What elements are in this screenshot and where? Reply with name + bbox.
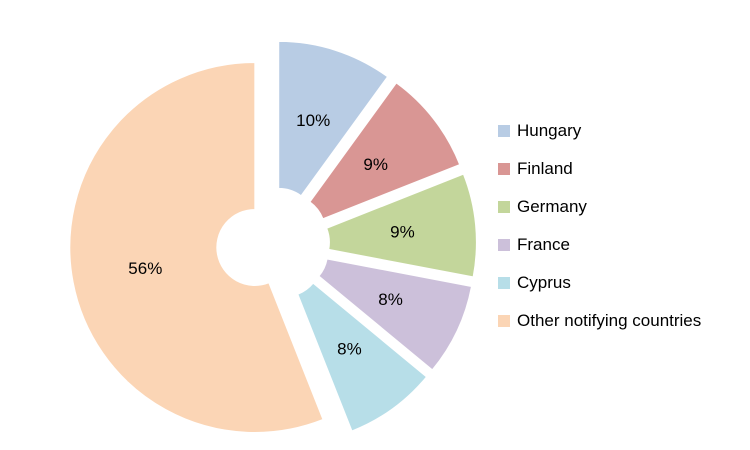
data-label-germany: 9% [390, 222, 415, 241]
legend-label-germany: Germany [517, 197, 587, 216]
pie-slice-other-notifying-countries [69, 61, 324, 433]
data-label-hungary: 10% [296, 111, 330, 130]
legend-swatch-finland [498, 163, 510, 175]
data-label-france: 8% [378, 290, 403, 309]
legend-item-germany: Germany [498, 196, 701, 218]
pie-slice-finland [309, 82, 461, 220]
legend-item-other-notifying-countries: Other notifying countries [498, 310, 701, 332]
legend-item-hungary: Hungary [498, 120, 701, 142]
pie-slice-germany [326, 173, 477, 278]
legend-swatch-germany [498, 201, 510, 213]
legend-item-finland: Finland [498, 158, 701, 180]
pie-slice-cyprus [297, 282, 428, 432]
pie-slice-hungary [278, 40, 389, 197]
legend-swatch-cyprus [498, 277, 510, 289]
legend-label-hungary: Hungary [517, 121, 582, 140]
legend-label-other-notifying-countries: Other notifying countries [517, 311, 702, 330]
legend-swatch-hungary [498, 125, 510, 137]
legend-label-cyprus: Cyprus [517, 273, 571, 292]
legend-item-france: France [498, 234, 701, 256]
legend-label-france: France [517, 235, 570, 254]
pie-slice-france [318, 258, 473, 371]
data-label-finland: 9% [363, 155, 388, 174]
legend-item-cyprus: Cyprus [498, 272, 701, 294]
legend-swatch-france [498, 239, 510, 251]
legend-label-finland: Finland [517, 159, 573, 178]
legend-swatch-other-notifying-countries [498, 315, 510, 327]
data-label-other-notifying-countries: 56% [128, 259, 162, 278]
chart-legend: Hungary Finland Germany France Cyprus Other n… [498, 120, 701, 348]
data-label-cyprus: 8% [337, 340, 362, 359]
